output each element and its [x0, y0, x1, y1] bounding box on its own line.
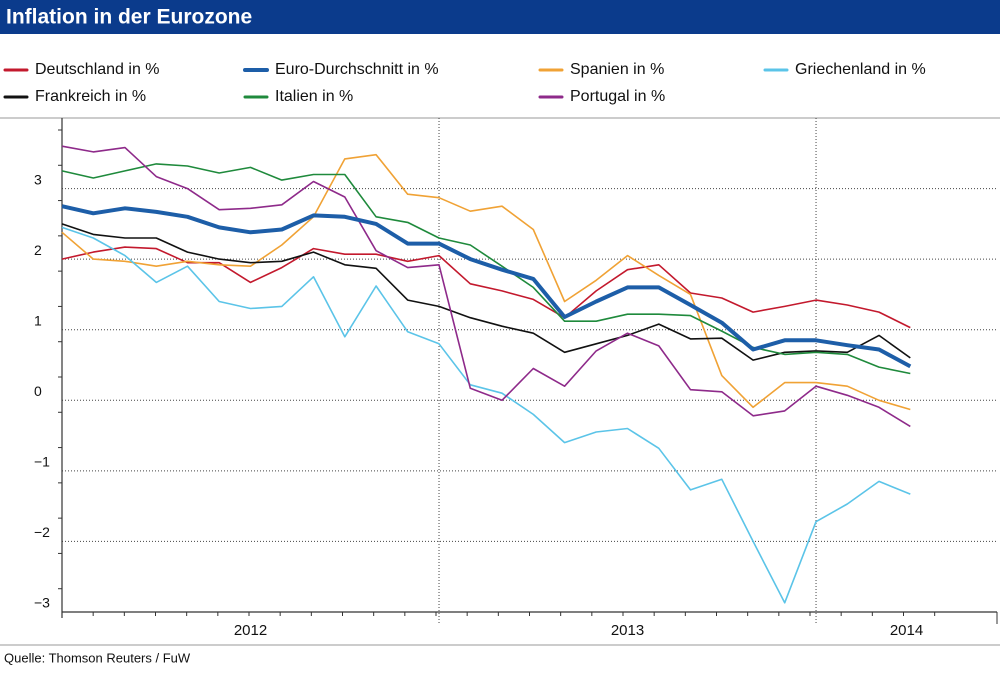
title-bar: [0, 0, 1000, 34]
chart-title: Inflation in der Eurozone: [6, 6, 252, 29]
series-line: [61, 163, 911, 375]
y-tick-label: −2: [34, 524, 50, 540]
series-line: [61, 204, 912, 369]
x-tick-label: 2012: [234, 622, 267, 639]
legend-label: Spanien in %: [570, 61, 664, 78]
y-tick-label: 3: [34, 171, 42, 187]
source: Quelle: Thomson Reuters / FuW: [4, 650, 191, 665]
legend-label: Euro-Durchschnitt in %: [275, 61, 439, 78]
x-tick-label: 2013: [611, 622, 644, 639]
y-tick-label: 2: [34, 242, 42, 258]
series-line: [61, 226, 911, 604]
series-line: [61, 153, 911, 411]
series-line: [61, 223, 911, 361]
y-tick-label: 1: [34, 312, 42, 328]
legend-label: Italien in %: [275, 88, 353, 105]
legend-label: Deutschland in %: [35, 61, 160, 78]
y-tick-label: −1: [34, 454, 50, 470]
x-tick-label: 2014: [890, 622, 923, 639]
series-line: [61, 145, 911, 428]
legend-label: Griechenland in %: [795, 61, 926, 78]
y-tick-label: 0: [34, 383, 42, 399]
legend-label: Frankreich in %: [35, 88, 146, 105]
legend-label: Portugal in %: [570, 88, 665, 105]
y-tick-label: −3: [34, 595, 50, 611]
series-line: [61, 246, 911, 329]
